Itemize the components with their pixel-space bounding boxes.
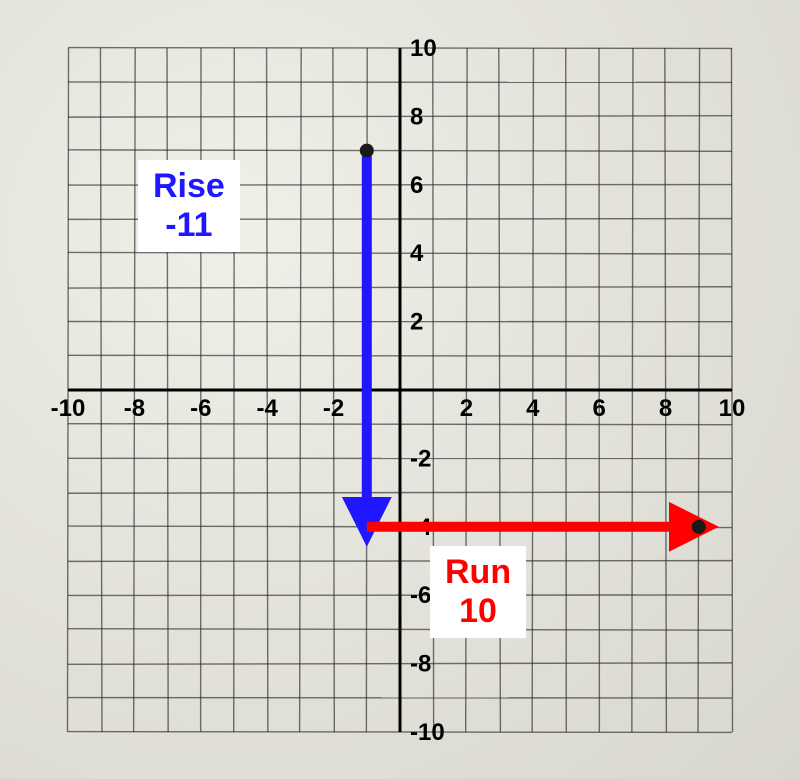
svg-text:6: 6 [593,395,606,422]
svg-text:10: 10 [719,395,746,422]
svg-text:2: 2 [410,309,423,336]
svg-text:2: 2 [460,395,473,422]
chart-container: -10-8-6-4-2246810-10-8-6-4-2246810 Rise … [50,30,750,750]
svg-text:10: 10 [410,35,437,62]
svg-text:8: 8 [659,395,672,422]
rise-run-chart: -10-8-6-4-2246810-10-8-6-4-2246810 [50,30,750,750]
svg-text:4: 4 [526,395,540,422]
svg-text:6: 6 [410,172,423,199]
svg-text:-10: -10 [51,395,86,422]
svg-text:-8: -8 [410,651,431,678]
svg-text:-8: -8 [124,395,145,422]
svg-text:-6: -6 [190,395,211,422]
svg-text:-2: -2 [410,445,431,472]
svg-text:-4: -4 [257,395,279,422]
svg-text:4: 4 [410,240,424,267]
plot-point-1 [692,520,706,534]
svg-text:8: 8 [410,103,423,130]
svg-text:-10: -10 [410,719,445,746]
svg-text:-2: -2 [323,395,344,422]
svg-text:-6: -6 [410,582,431,609]
plot-point-0 [360,144,374,158]
